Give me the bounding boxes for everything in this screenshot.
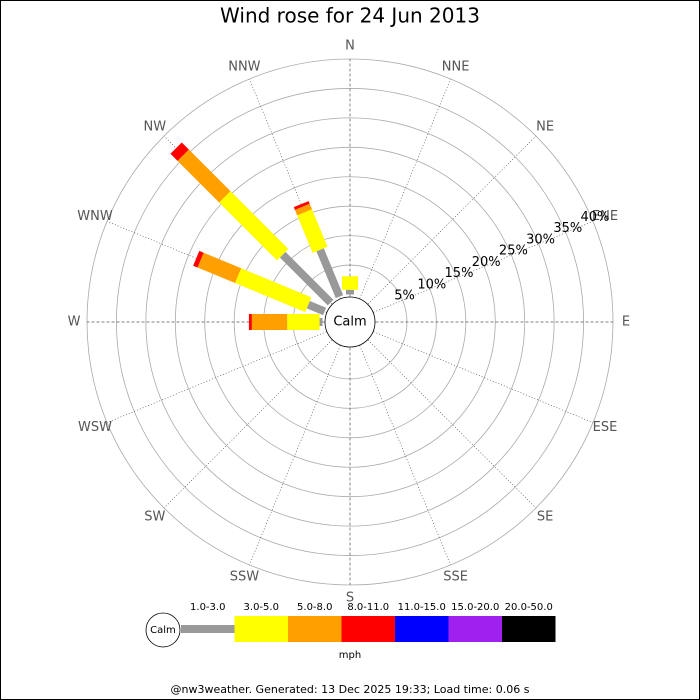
radial-line <box>359 78 451 299</box>
bar-segment <box>346 289 354 295</box>
bar-segment <box>219 191 289 261</box>
grid-ring <box>174 146 526 498</box>
direction-label: ESE <box>593 420 618 435</box>
legend-swatch <box>502 616 556 642</box>
legend-label: 3.0-5.0 <box>244 602 279 613</box>
legend-swatch <box>448 616 502 642</box>
legend-swatch <box>341 616 395 642</box>
bar-segment <box>306 301 327 316</box>
bar-segment <box>170 142 189 161</box>
grid-ring <box>145 117 555 527</box>
radial-line <box>359 345 451 566</box>
ring-label: 10% <box>417 277 446 292</box>
bar-segment <box>297 209 328 253</box>
direction-label: SSW <box>230 569 260 584</box>
bar-segment <box>342 276 358 290</box>
direction-label: NE <box>536 119 554 134</box>
bar-segment <box>287 314 320 330</box>
legend-label: 1.0-3.0 <box>190 602 225 613</box>
legend-calm <box>145 612 181 648</box>
legend-label: 5.0-8.0 <box>297 602 332 613</box>
direction-label: S <box>346 591 354 606</box>
bar-segment <box>251 314 288 330</box>
direction-label: N <box>345 39 355 54</box>
legend-label: 15.0-20.0 <box>451 602 499 613</box>
direction-label: ENE <box>592 209 618 224</box>
direction-label: E <box>622 315 630 330</box>
bar-segment <box>293 201 310 210</box>
ring-label: 15% <box>445 266 474 281</box>
direction-label: WNW <box>77 209 113 224</box>
direction-label: NW <box>144 119 167 134</box>
bar-segment <box>319 318 323 326</box>
legend-label: 20.0-50.0 <box>505 602 553 613</box>
legend-label: 11.0-15.0 <box>398 602 446 613</box>
radial-line <box>367 135 537 305</box>
legend-label: 8.0-11.0 <box>347 602 389 613</box>
bar-segment <box>248 314 252 330</box>
legend-unit: mph <box>339 650 361 661</box>
bar-segment <box>197 252 242 284</box>
legend-swatch <box>395 616 449 642</box>
radial-line <box>373 331 594 423</box>
legend-calm-label: Calm <box>150 625 176 636</box>
radial-line <box>367 339 537 509</box>
ring-label: 20% <box>472 255 501 270</box>
radial-line <box>373 221 594 313</box>
radial-line <box>106 331 327 423</box>
bar-segment <box>279 251 334 306</box>
direction-label: SSE <box>443 569 468 584</box>
grid-ring <box>204 176 496 468</box>
calm-label: Calm <box>333 315 366 330</box>
footer: @nw3weather. Generated: 13 Dec 2025 19:3… <box>171 683 530 696</box>
grid-ring <box>116 88 584 556</box>
direction-label: SW <box>144 510 165 525</box>
bar-segment <box>294 203 312 216</box>
chart-title: Wind rose for 24 Jun 2013 <box>220 4 480 28</box>
direction-label: WSW <box>78 420 112 435</box>
legend-swatch <box>181 625 235 633</box>
bar-segment <box>177 149 231 203</box>
bar-segment <box>193 250 204 268</box>
radial-line <box>249 345 341 566</box>
ring-label: 5% <box>394 289 415 304</box>
bar-segment <box>316 248 344 299</box>
bar-segment <box>235 268 312 313</box>
direction-label: W <box>68 315 81 330</box>
legend-swatch <box>288 616 342 642</box>
ring-label: 30% <box>526 232 555 247</box>
ring-label: 40% <box>581 210 610 225</box>
legend-swatch <box>234 616 288 642</box>
calm-circle <box>324 296 376 348</box>
direction-label: NNW <box>228 60 260 75</box>
direction-label: NNE <box>442 60 470 75</box>
direction-label: SE <box>537 510 553 525</box>
radial-line <box>163 339 333 509</box>
ring-label: 35% <box>553 221 582 236</box>
ring-label: 25% <box>499 244 528 259</box>
